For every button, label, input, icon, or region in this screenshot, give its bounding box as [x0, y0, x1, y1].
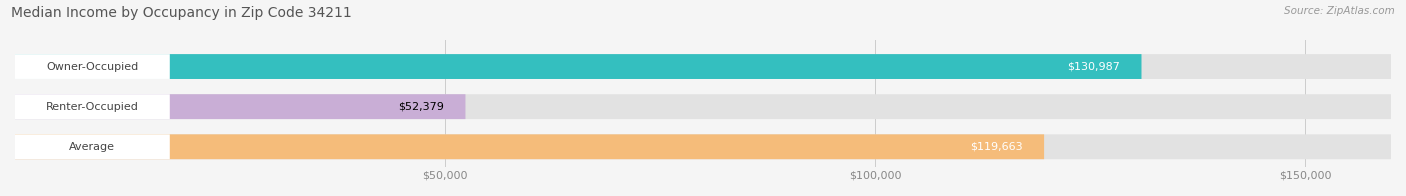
FancyBboxPatch shape	[15, 94, 170, 119]
FancyBboxPatch shape	[15, 54, 1142, 79]
Text: Renter-Occupied: Renter-Occupied	[46, 102, 139, 112]
FancyBboxPatch shape	[15, 54, 1391, 79]
Text: Average: Average	[69, 142, 115, 152]
FancyBboxPatch shape	[15, 134, 1045, 159]
FancyBboxPatch shape	[15, 54, 170, 79]
Text: Owner-Occupied: Owner-Occupied	[46, 62, 139, 72]
Text: $52,379: $52,379	[398, 102, 444, 112]
Text: Median Income by Occupancy in Zip Code 34211: Median Income by Occupancy in Zip Code 3…	[11, 6, 352, 20]
FancyBboxPatch shape	[15, 94, 465, 119]
FancyBboxPatch shape	[15, 134, 170, 159]
FancyBboxPatch shape	[15, 94, 1391, 119]
Text: $130,987: $130,987	[1067, 62, 1121, 72]
Text: $119,663: $119,663	[970, 142, 1022, 152]
FancyBboxPatch shape	[15, 134, 1391, 159]
Text: Source: ZipAtlas.com: Source: ZipAtlas.com	[1284, 6, 1395, 16]
